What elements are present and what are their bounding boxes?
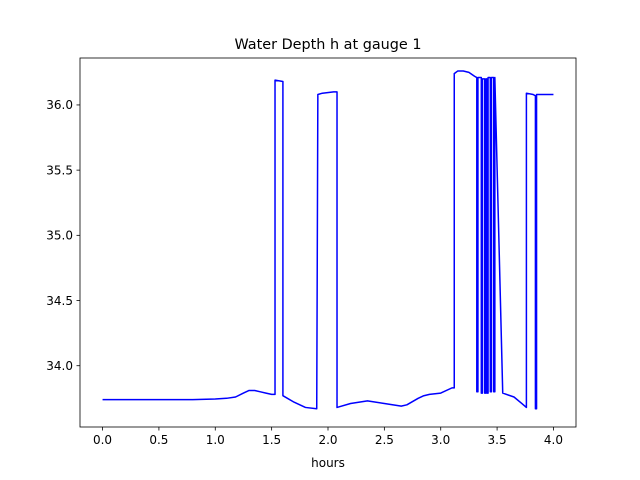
x-tick-label: 2.0 (318, 433, 337, 447)
series-line-water-depth (102, 70, 554, 410)
y-tick-label: 34.5 (46, 294, 73, 308)
x-tick-label: 4.0 (544, 433, 563, 447)
x-axis-label: hours (311, 456, 345, 470)
y-tick-label: 34.0 (46, 359, 73, 373)
x-tick-label: 1.5 (262, 433, 281, 447)
x-tick-label: 1.0 (206, 433, 225, 447)
x-axis: 0.0 0.5 1.0 1.5 2.0 2.5 3.0 3.5 4.0 (93, 427, 563, 447)
y-tick-label: 35.0 (46, 229, 73, 243)
x-tick-label: 2.5 (375, 433, 394, 447)
x-tick-label: 3.0 (431, 433, 450, 447)
x-tick-label: 0.5 (149, 433, 168, 447)
y-axis: 34.0 34.5 35.0 35.5 36.0 (46, 98, 80, 373)
y-tick-label: 36.0 (46, 98, 73, 112)
chart-title: Water Depth h at gauge 1 (234, 37, 421, 53)
x-tick-label: 3.5 (488, 433, 507, 447)
y-tick-label: 35.5 (46, 163, 73, 177)
x-tick-label: 0.0 (93, 433, 112, 447)
